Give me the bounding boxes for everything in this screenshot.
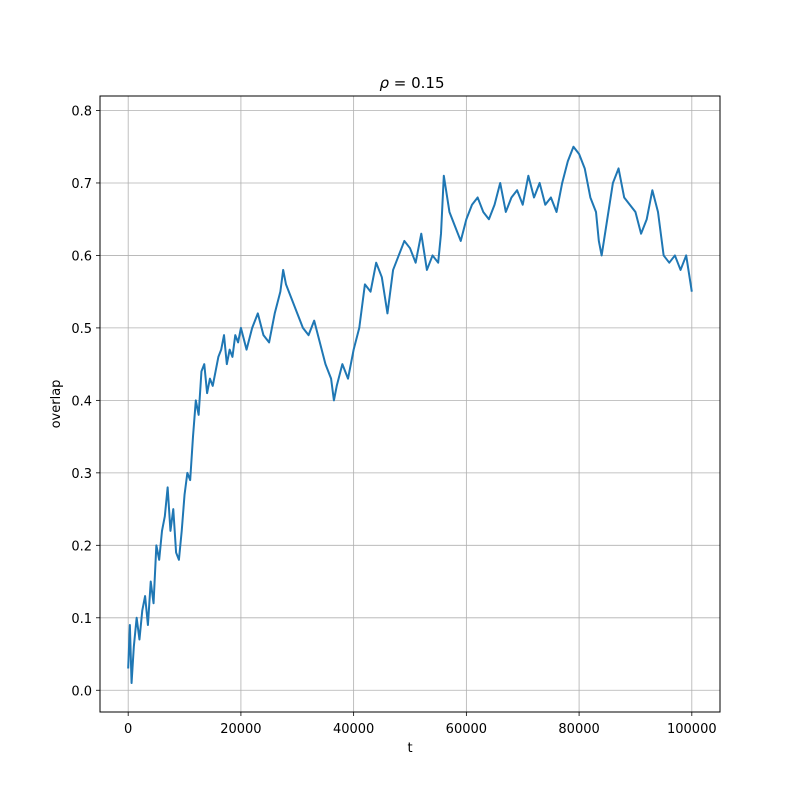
x-axis: 0 20000 40000 60000 80000 100000	[124, 712, 717, 737]
y-tick-label: 0.3	[71, 467, 92, 482]
plot-area	[127, 145, 693, 685]
x-tick-label: 80000	[558, 722, 599, 737]
x-axis-label: t	[407, 741, 412, 756]
x-tick-label: 20000	[220, 722, 261, 737]
x-tick-label: 0	[124, 722, 132, 737]
y-tick-label: 0.7	[71, 177, 92, 192]
y-tick-label: 0.4	[71, 394, 92, 409]
grid-lines	[100, 96, 720, 712]
chart-title: ρ = 0.15	[379, 74, 444, 92]
x-tick-label: 40000	[333, 722, 374, 737]
x-tick-label: 60000	[446, 722, 487, 737]
y-tick-label: 0.0	[71, 684, 92, 699]
series-line-0	[127, 145, 693, 685]
y-tick-label: 0.2	[71, 539, 92, 554]
y-axis-label: overlap	[49, 380, 64, 429]
y-tick-label: 0.6	[71, 249, 92, 264]
y-tick-label: 0.5	[71, 322, 92, 337]
y-tick-label: 0.8	[71, 104, 92, 119]
x-tick-label: 100000	[667, 722, 717, 737]
axes-frame	[99, 95, 721, 713]
y-tick-label: 0.1	[71, 612, 92, 627]
title-symbol: ρ	[379, 74, 389, 92]
title-value: = 0.15	[389, 74, 445, 92]
y-axis: 0.0 0.1 0.2 0.3 0.4 0.5 0.6 0.7 0.8	[71, 104, 100, 699]
